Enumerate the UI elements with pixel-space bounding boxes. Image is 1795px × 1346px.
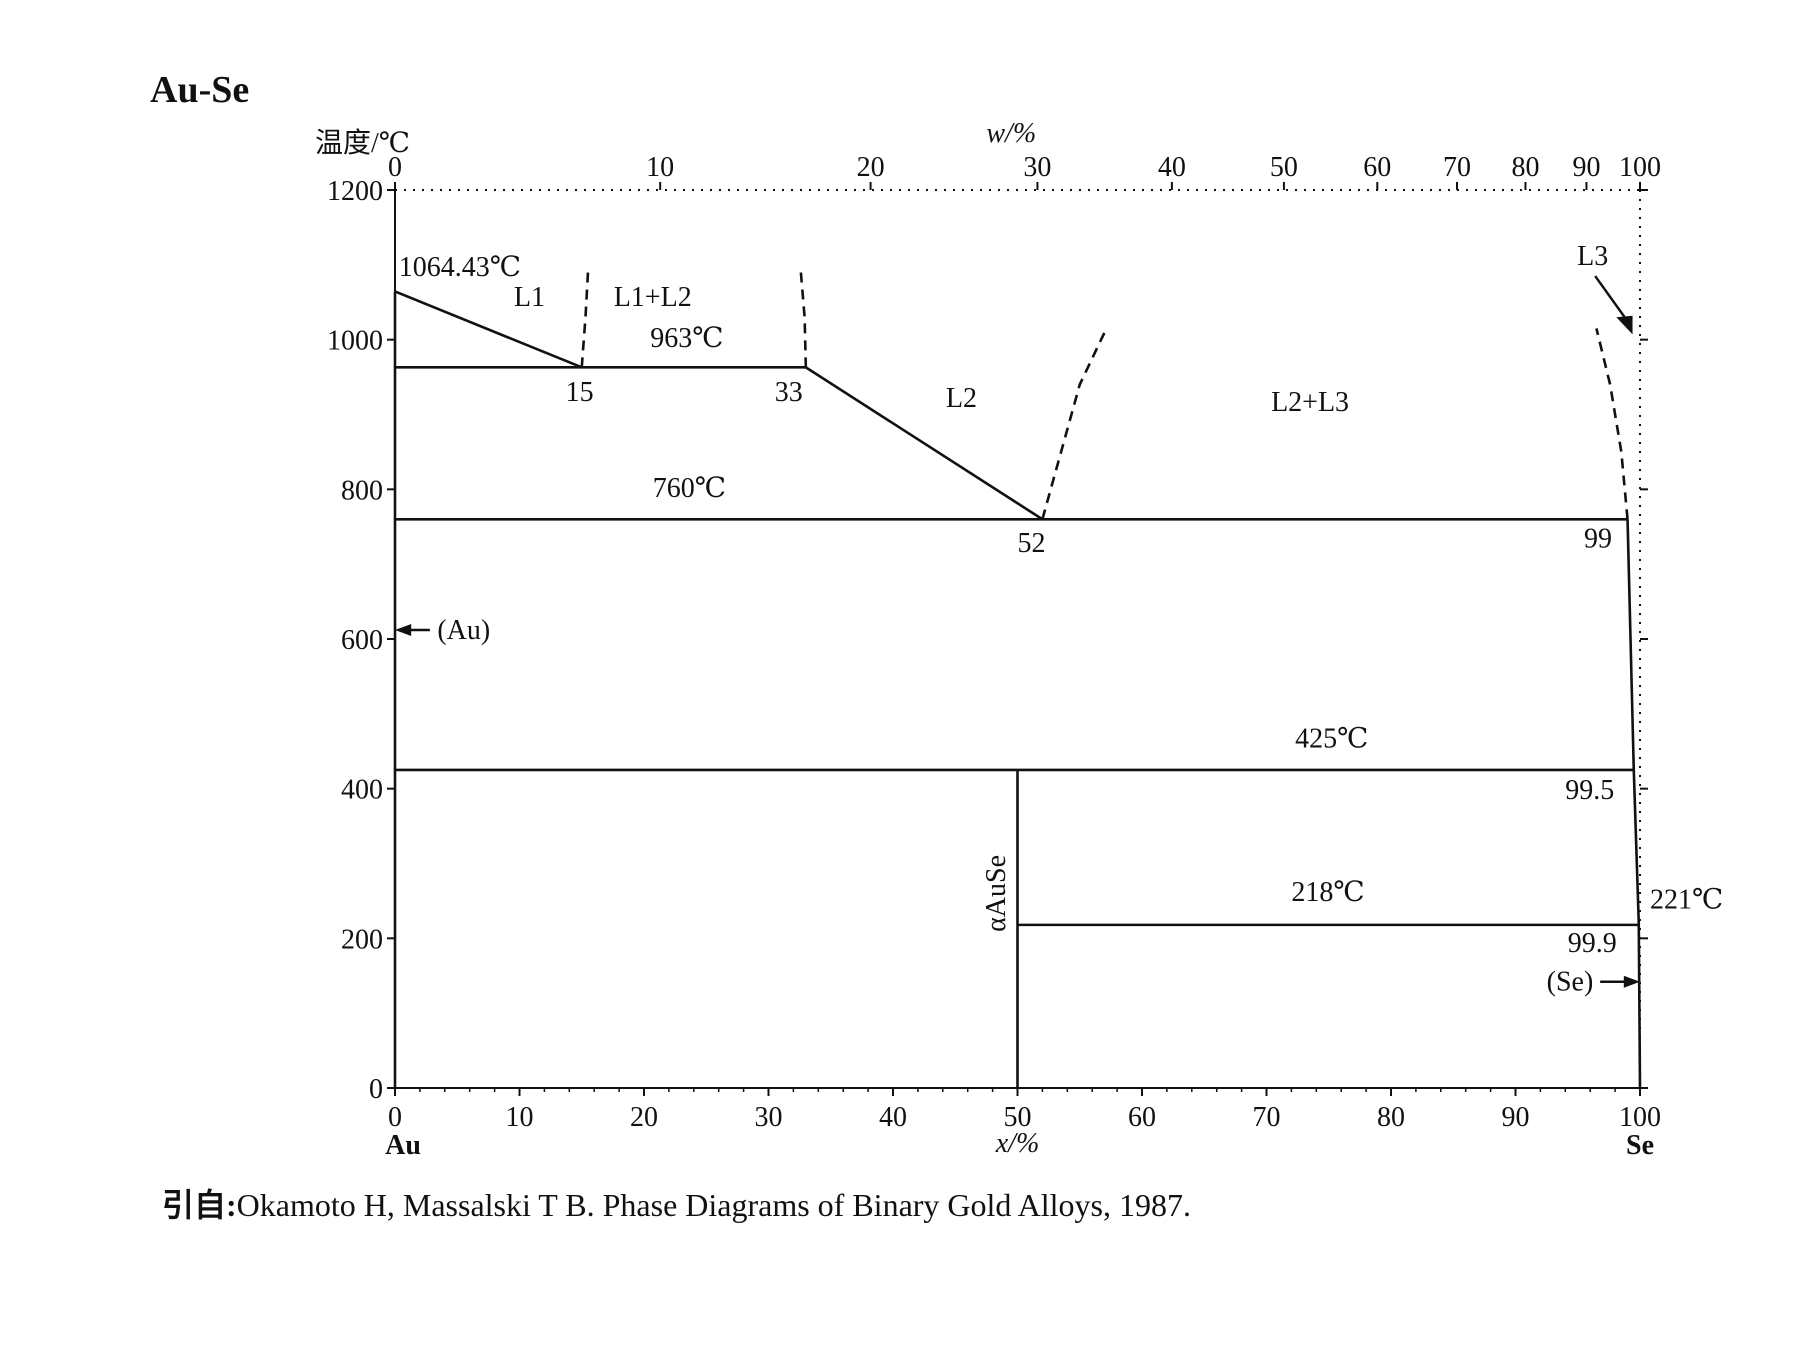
- y-tick-label: 800: [341, 475, 383, 506]
- top-tick-label: 10: [646, 152, 674, 183]
- phase-boundary-dashed: [1595, 328, 1629, 520]
- au-arrow-head: [395, 624, 412, 636]
- phase-boundary: [394, 290, 583, 369]
- annotation-label: 52: [1018, 528, 1046, 559]
- annotation-label: 760℃: [653, 473, 726, 504]
- l3-arrow-head: [1616, 315, 1633, 335]
- annotation-label: 33: [775, 377, 803, 408]
- x-tick-label: 10: [506, 1102, 534, 1133]
- top-tick-label: 40: [1158, 152, 1186, 183]
- annotation-label: 221℃: [1650, 884, 1723, 915]
- phase-boundary: [1626, 519, 1642, 1089]
- top-tick-label: 20: [857, 152, 885, 183]
- phase-boundary-dashed: [799, 272, 808, 368]
- se-arrow-head: [1623, 975, 1640, 988]
- figure-title: Au-Se: [150, 69, 250, 111]
- x-end-label-se: Se: [1626, 1130, 1654, 1161]
- annotation-label: L2: [946, 383, 977, 414]
- y-tick-label: 400: [341, 775, 383, 806]
- top-tick-label: 60: [1363, 152, 1391, 183]
- top-tick-label: 100: [1619, 152, 1661, 183]
- citation-text: Okamoto H, Massalski T B. Phase Diagrams…: [236, 1187, 1191, 1223]
- annotation-label: (Se): [1547, 967, 1594, 998]
- axis-ticks: [387, 182, 1648, 1096]
- annotation-label: 99: [1584, 524, 1612, 555]
- annotation-label: 425℃: [1295, 724, 1368, 755]
- annotation-label: 15: [566, 377, 594, 408]
- x-tick-label: 100: [1619, 1102, 1661, 1133]
- annotation-label: 218℃: [1291, 877, 1364, 908]
- x-tick-label: 20: [630, 1102, 658, 1133]
- x-tick-label: 0: [388, 1102, 402, 1133]
- y-tick-label: 0: [369, 1074, 383, 1105]
- top-axis-title: w/%: [986, 118, 1036, 149]
- y-tick-label: 1000: [327, 326, 383, 357]
- annotation-label: 963℃: [650, 323, 723, 354]
- x-tick-label: 40: [879, 1102, 907, 1133]
- annotation-label: 1064.43℃: [399, 252, 521, 283]
- phase-boundary-dashed: [580, 272, 590, 368]
- annotation-label: αAuSe: [981, 855, 1012, 932]
- x-tick-label: 80: [1377, 1102, 1405, 1133]
- y-tick-label: 1200: [327, 176, 383, 207]
- phase-boundaries: [393, 272, 1642, 1089]
- x-tick-label: 90: [1502, 1102, 1530, 1133]
- phase-boundary: [805, 366, 1044, 521]
- top-tick-label: 0: [388, 152, 402, 183]
- x-tick-label: 70: [1253, 1102, 1281, 1133]
- y-axis-title: 温度/℃: [315, 127, 410, 159]
- x-tick-label: 50: [1004, 1102, 1032, 1133]
- annotation-label: L2+L3: [1271, 387, 1349, 418]
- citation: 引自:Okamoto H, Massalski T B. Phase Diagr…: [162, 1180, 1191, 1226]
- top-tick-label: 90: [1572, 152, 1600, 183]
- arrows: [395, 275, 1640, 988]
- top-tick-label: 80: [1511, 152, 1539, 183]
- x-tick-label: 30: [755, 1102, 783, 1133]
- annotation-label: 99.5: [1565, 775, 1614, 806]
- annotation-label: 99.9: [1568, 928, 1617, 959]
- top-tick-label: 70: [1443, 152, 1471, 183]
- annotation-label: L1: [514, 282, 545, 313]
- top-tick-label: 50: [1270, 152, 1298, 183]
- y-tick-label: 200: [341, 924, 383, 955]
- top-tick-label: 30: [1023, 152, 1051, 183]
- annotation-label: (Au): [437, 615, 490, 646]
- annotation-label: L3: [1577, 241, 1608, 272]
- x-axis-title: x/%: [995, 1128, 1040, 1159]
- annotation-label: L1+L2: [614, 282, 692, 313]
- citation-prefix: 引自:: [162, 1187, 237, 1223]
- phase-boundary-dashed: [1041, 331, 1106, 520]
- y-tick-label: 600: [341, 625, 383, 656]
- x-end-label-au: Au: [385, 1130, 421, 1161]
- x-tick-label: 60: [1128, 1102, 1156, 1133]
